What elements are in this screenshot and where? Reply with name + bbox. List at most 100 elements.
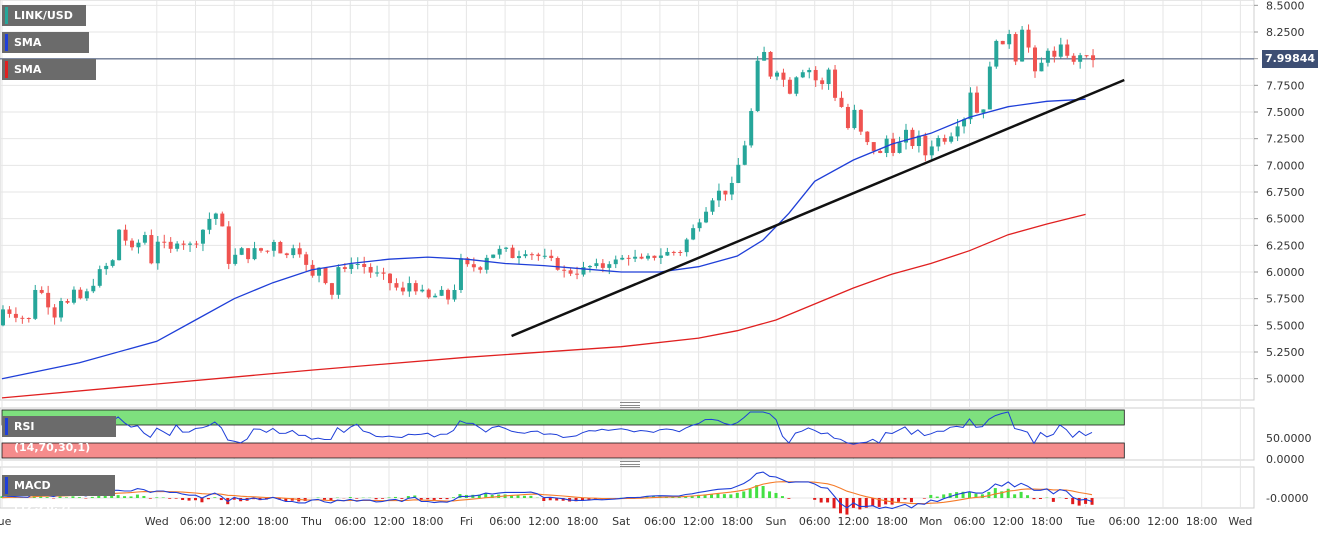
macd-pane-resize-handle[interactable] [620, 461, 640, 467]
macd-histogram-bar [762, 486, 765, 498]
macd-histogram-bar [775, 493, 778, 498]
x-tick-label: Mon [919, 515, 942, 528]
macd-histogram-bar [781, 496, 784, 498]
candle-body [388, 274, 392, 283]
candle-body [362, 264, 366, 267]
candle-body [923, 136, 927, 156]
candle-body [182, 244, 186, 245]
candle-body [717, 191, 721, 201]
candle-body [852, 110, 856, 128]
candle-body [14, 314, 18, 318]
x-tick-label: 12:00 [528, 515, 560, 528]
macd-histogram-bar [523, 496, 526, 498]
x-tick-label: 18:00 [1186, 515, 1218, 528]
macd-swatch [5, 477, 8, 494]
x-tick-label: 06:00 [954, 515, 986, 528]
x-tick-label: 06:00 [489, 515, 521, 528]
candle-body [401, 288, 405, 292]
candle-body [220, 214, 224, 227]
macd-histogram-bar [871, 498, 874, 506]
macd-histogram-bar [742, 491, 745, 498]
candle-body [743, 145, 747, 164]
candle-body [704, 212, 708, 223]
candle-body [511, 248, 515, 258]
macd-histogram-bar [936, 497, 939, 498]
candle-body [678, 252, 682, 253]
rsi-tick-label: 50.0000 [1266, 432, 1312, 445]
candle-body [188, 244, 192, 245]
legend-symbol-label: LINK/USD [14, 9, 73, 22]
macd-histogram-bar [388, 497, 391, 498]
candle-body [149, 235, 153, 263]
candle-body [104, 266, 108, 269]
macd-histogram-bar [329, 498, 332, 500]
candle-body [356, 264, 360, 265]
candle-body [981, 109, 985, 112]
candle-body [136, 243, 140, 248]
legend-rsi[interactable]: RSI (14,70,30,1) [2, 416, 116, 437]
macd-histogram-bar [452, 497, 455, 498]
macd-histogram-bar [400, 498, 403, 499]
macd-histogram-bar [549, 498, 552, 500]
candle-body [801, 72, 805, 77]
legend-sma-200[interactable]: SMA (200,0) [2, 59, 96, 80]
candle-body [349, 264, 353, 269]
candle-body [672, 252, 676, 253]
candle-body [769, 52, 773, 77]
legend-macd[interactable]: MACD (12,26,9) [2, 475, 115, 496]
candle-body [440, 290, 444, 296]
candle-body [111, 260, 115, 266]
candle-body [685, 239, 689, 252]
candle-body [85, 291, 89, 298]
candle-body [53, 307, 57, 317]
candle-body [969, 93, 973, 120]
candle-body [117, 230, 121, 260]
x-tick-label: 18:00 [412, 515, 444, 528]
candle-body [143, 235, 147, 243]
macd-histogram-bar [375, 498, 378, 499]
candle-body [807, 70, 811, 72]
candle-body [781, 73, 785, 80]
rsi-pane-resize-handle[interactable] [620, 402, 640, 408]
y-tick-label: 7.0000 [1266, 159, 1305, 172]
candle-body [530, 254, 534, 255]
candle-body [1085, 55, 1089, 56]
macd-histogram-bar [729, 494, 732, 498]
macd-histogram-bar [188, 498, 191, 501]
candle-body [98, 269, 102, 286]
candle-body [878, 151, 882, 153]
macd-histogram-bar [123, 496, 126, 498]
macd-histogram-bar [749, 489, 752, 498]
y-tick-label: 5.7500 [1266, 293, 1305, 306]
macd-histogram-bar [355, 498, 358, 499]
rsi-tick-label: 0.0000 [1266, 453, 1305, 466]
macd-histogram-bar [181, 498, 184, 500]
candle-body [162, 242, 166, 243]
macd-histogram-bar [168, 498, 171, 499]
candle-body [730, 183, 734, 195]
candle-body [975, 93, 979, 113]
candle-body [988, 67, 992, 110]
legend-symbol[interactable]: LINK/USD [2, 5, 86, 26]
candle-body [1007, 34, 1011, 44]
x-tick-label: Fri [460, 515, 473, 528]
candle-body [1046, 51, 1050, 63]
candle-body [459, 258, 463, 290]
candle-body [1072, 56, 1076, 62]
candle-body [536, 254, 540, 256]
candle-body [433, 296, 437, 298]
candle-body [865, 132, 869, 142]
candle-body [382, 273, 386, 274]
candle-body [846, 107, 850, 128]
candle-body [304, 254, 308, 265]
candle-body [240, 248, 244, 255]
x-tick-label: Tue [0, 515, 12, 528]
candle-body [201, 230, 205, 244]
candle-body [833, 70, 837, 98]
candle-body [1065, 45, 1069, 56]
legend-sma-50[interactable]: SMA (50,0) [2, 32, 89, 53]
candle-body [414, 283, 418, 291]
candle-body [794, 77, 798, 93]
